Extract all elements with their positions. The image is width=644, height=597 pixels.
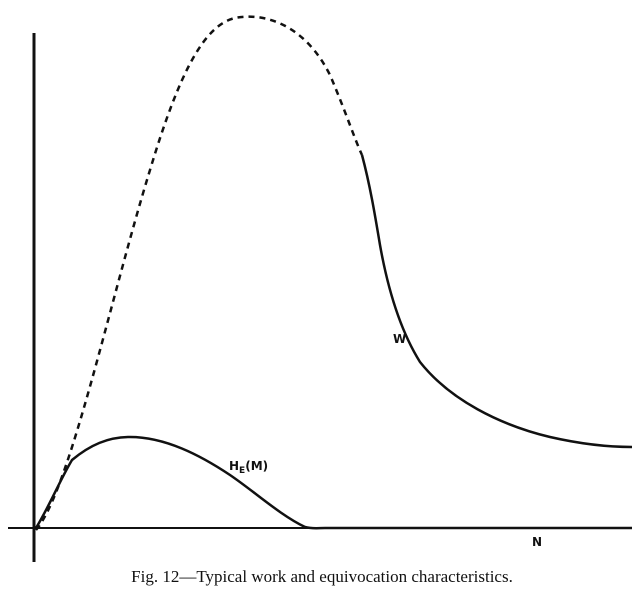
- figure-caption: Fig. 12—Typical work and equivocation ch…: [131, 567, 513, 586]
- he-label-sub: E: [239, 466, 245, 476]
- x-axis-label-n: N: [532, 535, 542, 549]
- w-label: W: [393, 332, 406, 346]
- he-label: HE(M): [229, 459, 268, 476]
- he-curve: [34, 435, 632, 530]
- w-curve-dashed: [35, 15, 364, 531]
- w-curve-solid: [360, 154, 633, 449]
- he-label-main: H: [229, 459, 239, 473]
- he-label-arg: (M): [245, 459, 268, 473]
